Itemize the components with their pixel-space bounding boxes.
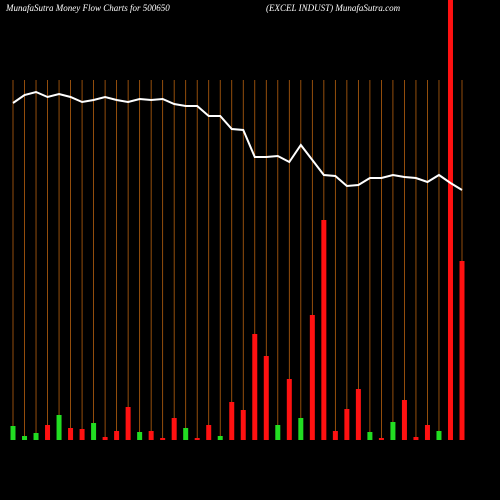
- bar: [68, 428, 74, 440]
- bar: [309, 315, 315, 440]
- bar: [413, 437, 419, 440]
- bar: [33, 433, 39, 440]
- bar: [332, 431, 338, 440]
- bar: [137, 432, 143, 440]
- bar: [114, 431, 120, 440]
- bar: [436, 431, 442, 440]
- bar: [160, 438, 166, 440]
- bar: [275, 425, 281, 440]
- bar: [206, 425, 212, 440]
- bar: [252, 334, 258, 440]
- bar: [22, 436, 28, 440]
- bar: [459, 261, 465, 440]
- bar: [367, 432, 373, 440]
- bar: [217, 436, 223, 440]
- chart-subtitle: (EXCEL INDUST) MunafaSutra.com: [266, 3, 401, 13]
- bar: [344, 409, 350, 440]
- bar: [321, 220, 327, 440]
- bar: [286, 379, 292, 440]
- chart-title: MunafaSutra Money Flow Charts for 500650: [5, 3, 170, 13]
- bar: [194, 438, 200, 440]
- bar: [125, 407, 131, 440]
- bar: [298, 418, 304, 440]
- bar: [56, 415, 62, 440]
- bar: [447, 0, 453, 440]
- bar: [263, 356, 269, 440]
- bar: [401, 400, 407, 440]
- bar: [229, 402, 235, 440]
- bar: [79, 429, 85, 440]
- bar: [240, 410, 246, 440]
- bar: [91, 423, 97, 440]
- bar: [390, 422, 396, 440]
- bar: [171, 418, 177, 440]
- bar: [10, 426, 16, 440]
- line: [12, 90, 463, 191]
- bar: [102, 437, 108, 440]
- bar: [378, 438, 384, 440]
- bar: [424, 425, 430, 440]
- bar: [355, 389, 361, 440]
- bar: [148, 431, 154, 440]
- bar: [183, 428, 189, 440]
- bar: [45, 425, 51, 440]
